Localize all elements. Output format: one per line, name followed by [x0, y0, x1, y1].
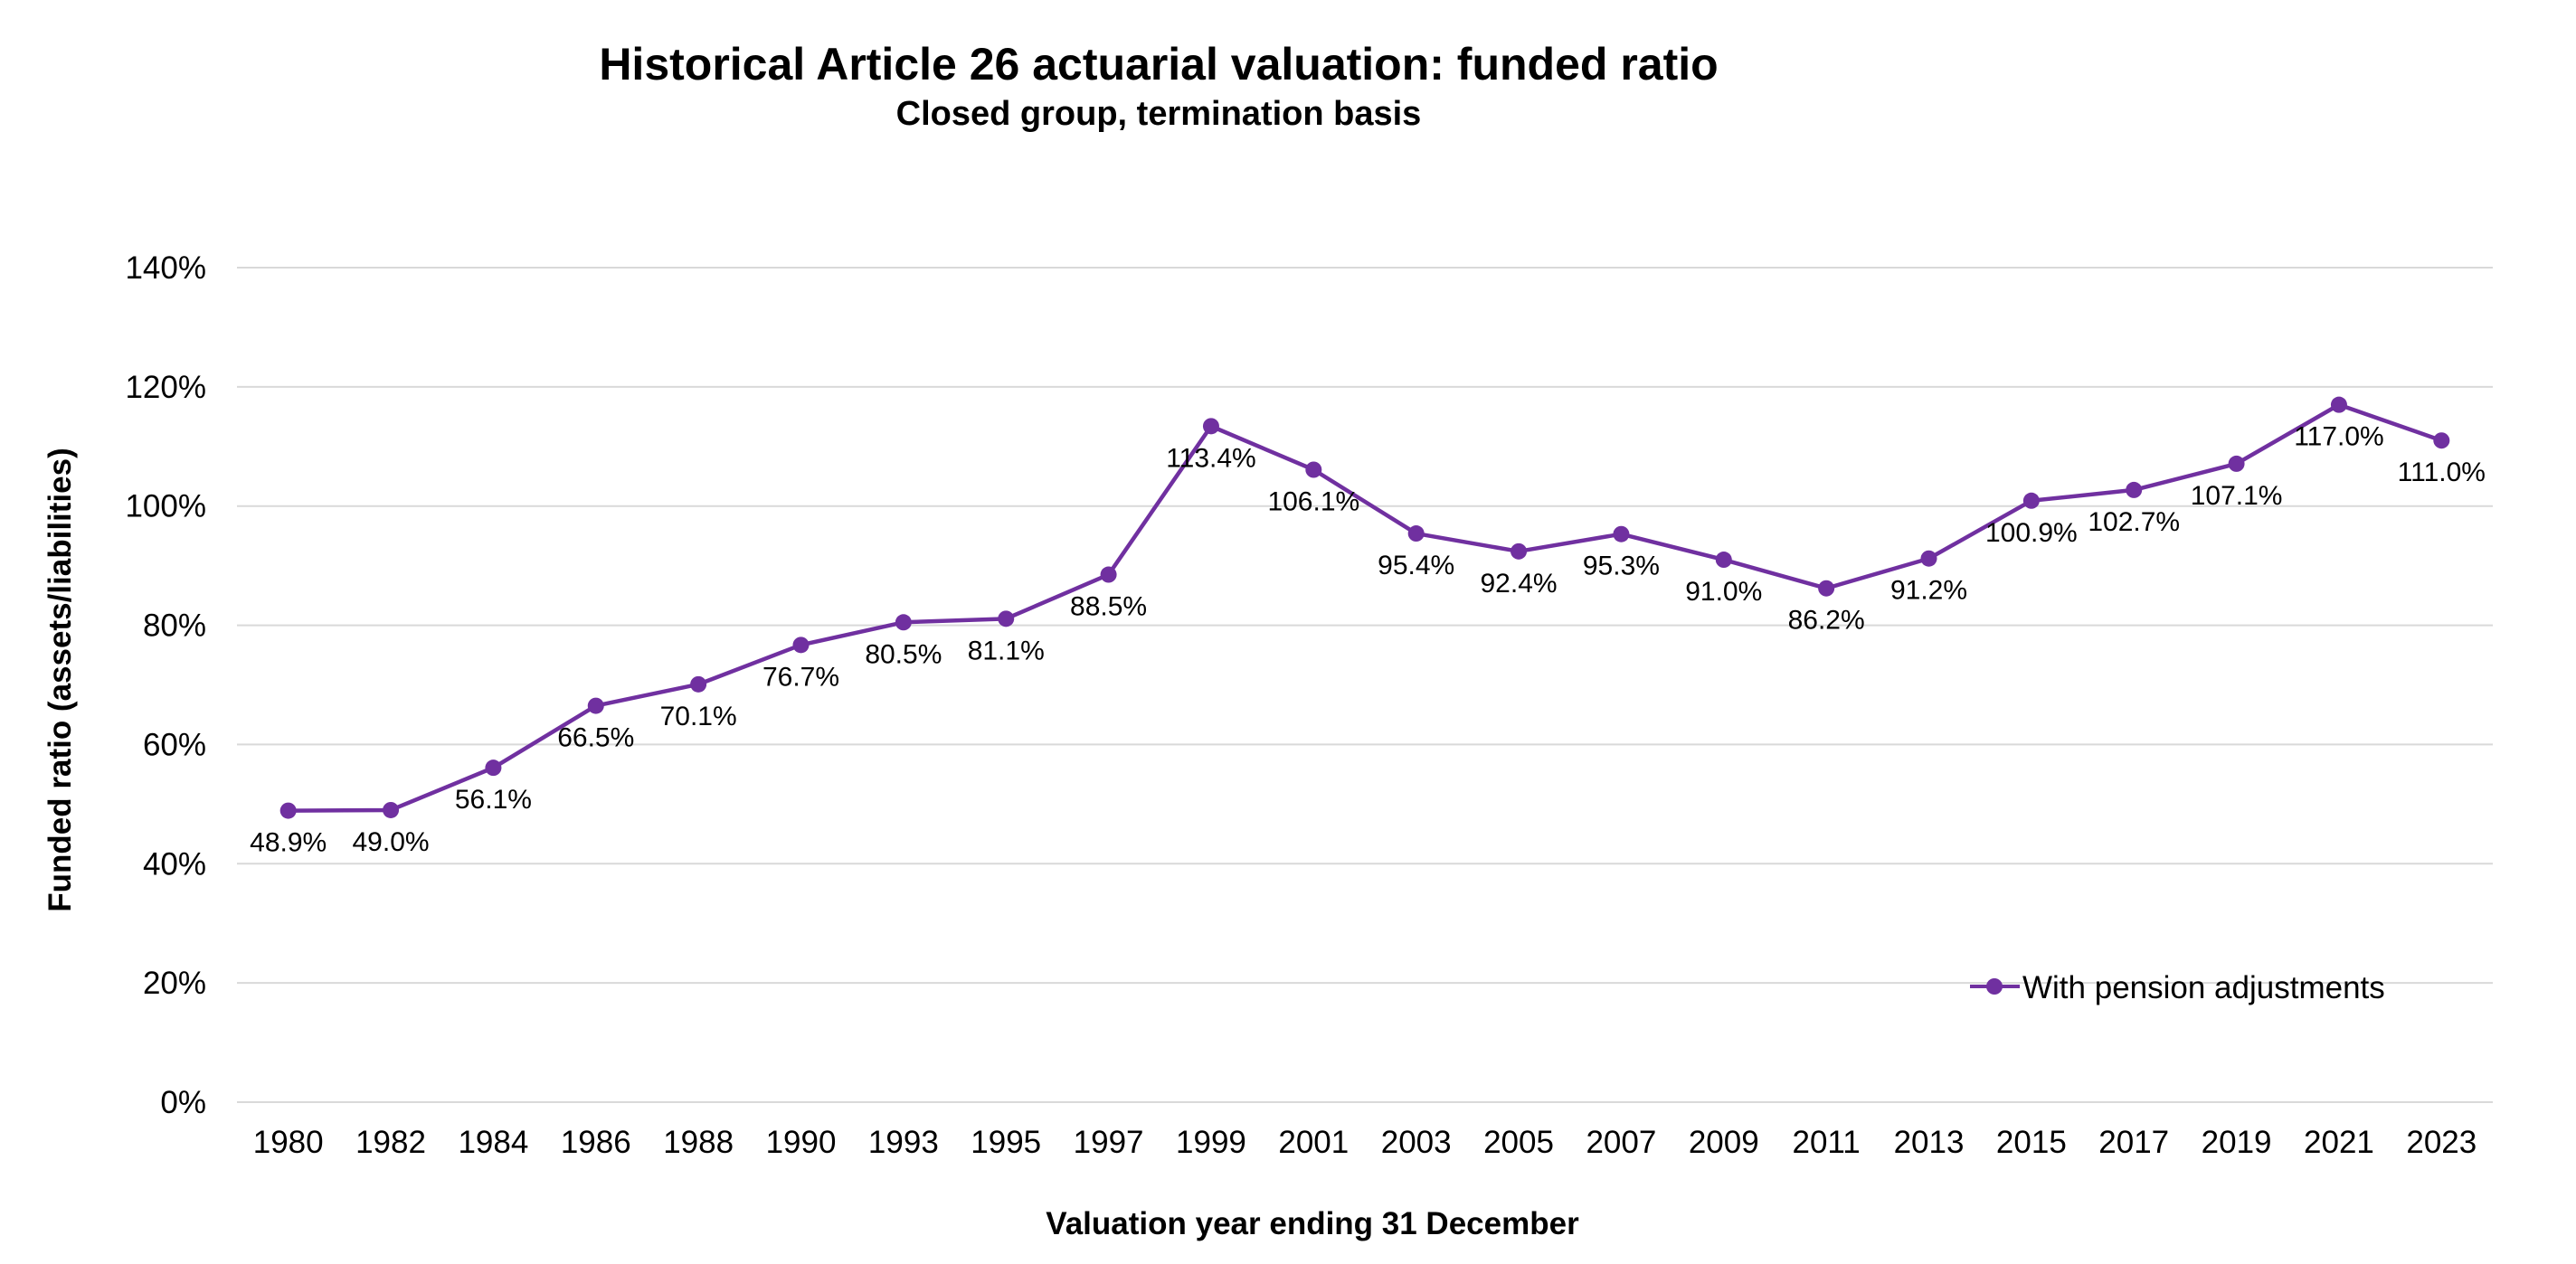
x-tick-label: 1982	[355, 1125, 426, 1160]
data-point	[895, 614, 912, 631]
data-label: 49.0%	[353, 827, 430, 857]
x-tick-label: 1993	[868, 1125, 939, 1160]
x-tick-label: 2011	[1793, 1125, 1861, 1160]
y-tick-label: 40%	[143, 846, 206, 882]
data-point	[587, 697, 604, 714]
data-point	[1407, 525, 1425, 542]
data-label: 102.7%	[2088, 507, 2180, 537]
y-tick-label: 120%	[125, 370, 206, 405]
x-tick-label: 2013	[1894, 1125, 1965, 1160]
data-point	[1818, 580, 1835, 597]
data-point	[998, 610, 1015, 627]
x-tick-label: 1986	[561, 1125, 631, 1160]
data-point	[2433, 432, 2450, 449]
x-tick-label: 1997	[1074, 1125, 1144, 1160]
x-tick-label: 2021	[2304, 1125, 2374, 1160]
x-tick-label: 2005	[1483, 1125, 1554, 1160]
y-axis-title: Funded ratio (assets/liabilities)	[43, 448, 78, 911]
data-label: 56.1%	[455, 785, 532, 815]
gridlines	[237, 267, 2493, 1103]
x-tick-label: 1999	[1176, 1125, 1246, 1160]
y-tick-label: 20%	[143, 966, 206, 1001]
y-axis-ticks: 0% 20% 40% 60% 80% 100% 120% 140%	[125, 250, 206, 1120]
data-point	[1305, 461, 1322, 478]
y-tick-label: 140%	[125, 250, 206, 286]
y-tick-label: 100%	[125, 489, 206, 524]
x-tick-label: 2015	[1996, 1125, 2067, 1160]
data-point	[485, 759, 502, 777]
legend-dot-marker	[1986, 978, 2003, 995]
chart-subtitle: Closed group, termination basis	[896, 95, 1422, 133]
data-label: 95.4%	[1378, 551, 1454, 580]
data-point	[1202, 418, 1219, 435]
data-point	[383, 801, 400, 818]
data-label: 95.3%	[1583, 552, 1660, 581]
series-line-group	[279, 396, 2450, 819]
data-label: 80.5%	[865, 639, 942, 669]
data-point	[2126, 481, 2143, 498]
data-label: 91.0%	[1685, 577, 1762, 607]
data-label: 81.1%	[968, 636, 1045, 665]
data-label: 88.5%	[1070, 592, 1147, 622]
data-label: 113.4%	[1166, 443, 1256, 473]
x-tick-label: 2009	[1689, 1125, 1759, 1160]
data-point	[792, 637, 810, 654]
data-label: 66.5%	[557, 723, 634, 753]
data-point	[2330, 396, 2347, 413]
x-tick-label: 1995	[971, 1125, 1041, 1160]
x-axis-title: Valuation year ending 31 December	[1046, 1206, 1579, 1241]
data-label: 100.9%	[1985, 518, 2078, 548]
data-label: 111.0%	[2398, 457, 2486, 487]
data-label: 86.2%	[1788, 606, 1865, 636]
data-point	[1100, 566, 1117, 583]
legend-entry-label: With pension adjustments	[2022, 970, 2385, 1005]
x-tick-label: 2001	[1278, 1125, 1349, 1160]
x-tick-label: 1980	[253, 1125, 324, 1160]
data-point	[2228, 455, 2245, 472]
y-tick-label: 0%	[160, 1085, 206, 1120]
x-tick-label: 2019	[2202, 1125, 2272, 1160]
data-point	[279, 802, 297, 819]
data-point	[1715, 552, 1732, 569]
data-point	[1920, 550, 1937, 567]
data-point	[1613, 525, 1630, 542]
x-tick-label: 2007	[1586, 1125, 1656, 1160]
data-label: 107.1%	[2191, 481, 2283, 511]
data-label: 76.7%	[762, 662, 839, 692]
y-tick-label: 60%	[143, 727, 206, 762]
x-tick-label: 1988	[663, 1125, 734, 1160]
y-tick-label: 80%	[143, 608, 206, 644]
data-label: 117.0%	[2294, 422, 2384, 452]
x-tick-label: 1990	[766, 1125, 837, 1160]
data-label: 106.1%	[1267, 486, 1359, 516]
data-point	[690, 675, 707, 693]
data-labels: 48.9% 49.0% 56.1% 66.5% 70.1% 76.7% 80.5% 81.1%…	[250, 422, 2486, 858]
data-label: 48.9%	[250, 828, 327, 858]
data-label: 91.2%	[1890, 576, 1967, 606]
x-tick-label: 2017	[2098, 1125, 2169, 1160]
data-label: 70.1%	[660, 702, 737, 731]
data-point	[2022, 492, 2040, 509]
x-tick-label: 2003	[1381, 1125, 1452, 1160]
legend: With pension adjustments	[1970, 970, 2385, 1005]
x-tick-label: 2023	[2406, 1125, 2477, 1160]
data-point	[1511, 542, 1528, 560]
data-label: 92.4%	[1481, 569, 1558, 599]
series-line	[288, 402, 2443, 813]
x-tick-label: 1984	[458, 1125, 528, 1160]
x-axis-ticks: 1980 1982 1984 1986 1988 1990 1993 1995 1997 1999…	[253, 1125, 2477, 1160]
chart-title: Historical Article 26 actuarial valuatio…	[599, 39, 1718, 90]
